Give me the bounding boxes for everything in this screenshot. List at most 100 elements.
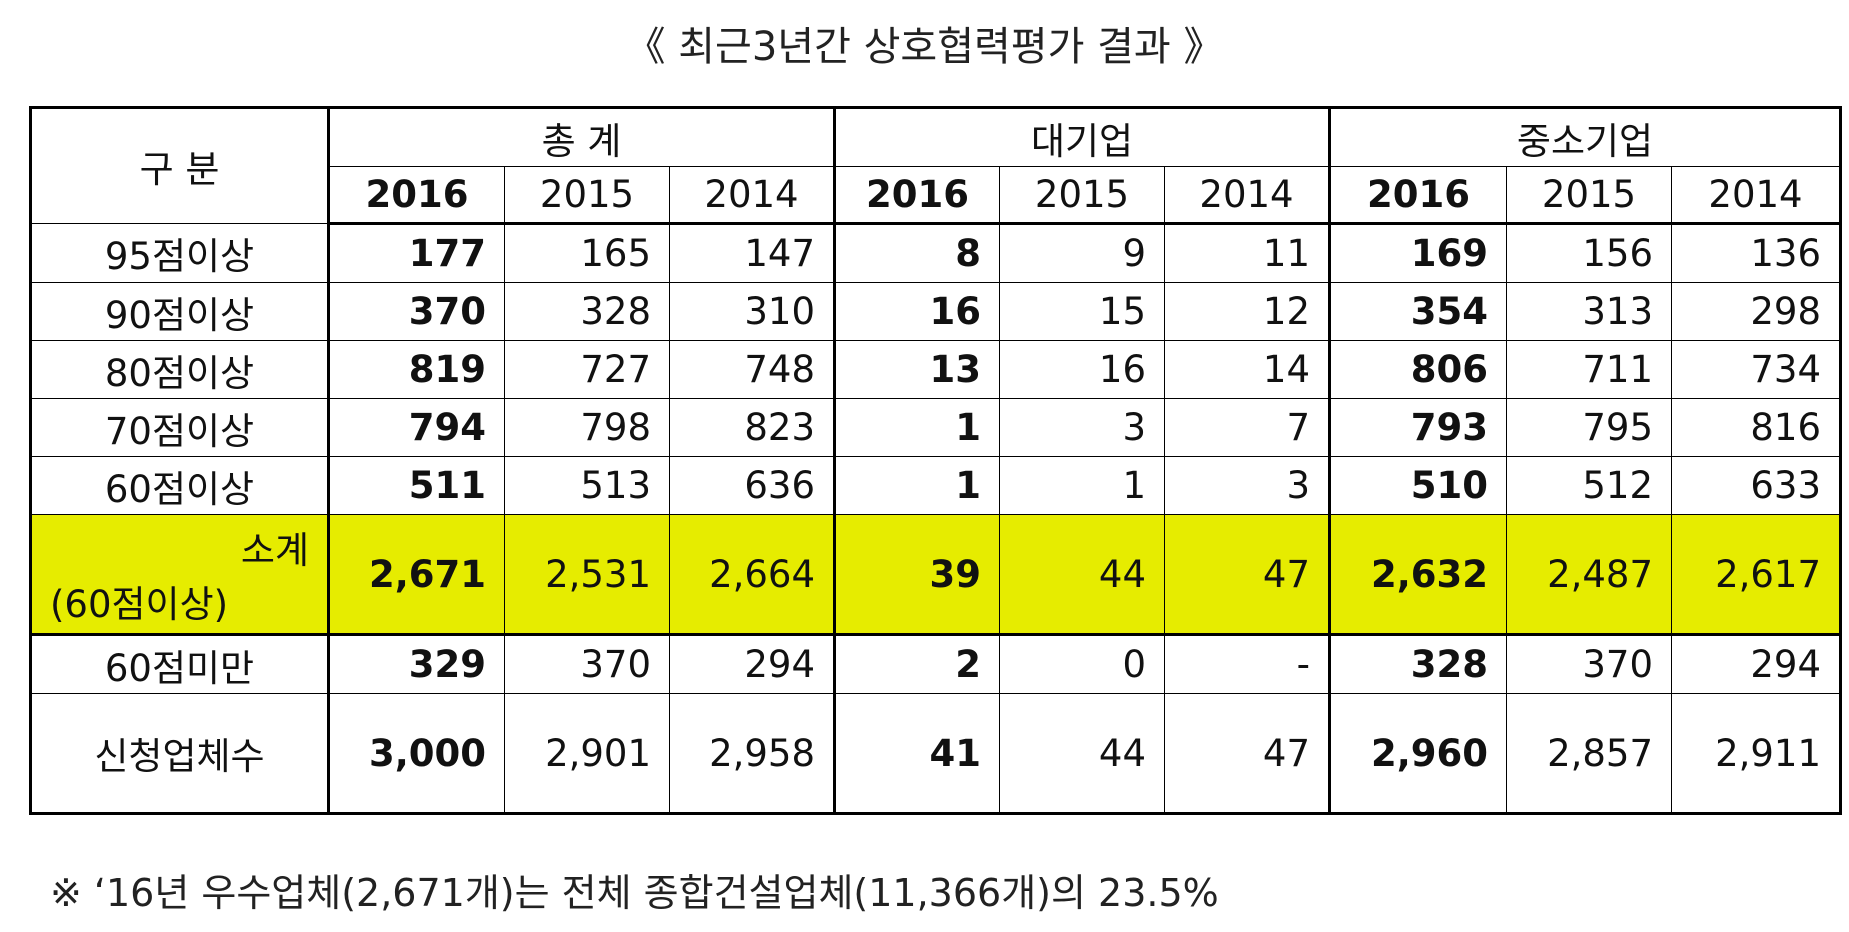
cell: 1 — [999, 456, 1165, 515]
cell: 44 — [999, 693, 1165, 814]
row-label: 70점이상 — [30, 398, 330, 457]
row-label-text: 95점이상 — [104, 235, 255, 278]
cell: 793 — [1329, 398, 1507, 457]
year-header: 2014 — [669, 166, 836, 225]
year-header: 2015 — [1506, 166, 1672, 225]
cell: 2,487 — [1506, 514, 1672, 636]
cell: 41 — [834, 693, 1000, 814]
cell: 711 — [1506, 340, 1672, 399]
cell: 328 — [504, 282, 670, 341]
cell: 2,857 — [1506, 693, 1672, 814]
year-header: 2014 — [1671, 166, 1842, 225]
cell: 39 — [834, 514, 1000, 636]
row-label-text: 80점이상 — [104, 351, 255, 395]
data-row: 70점이상 794 798 823 1 3 7 793 795 816 — [30, 398, 1842, 457]
cell: 9 — [999, 223, 1165, 283]
cell: 748 — [669, 340, 836, 399]
row-label-text: 60점이상 — [104, 467, 255, 511]
cell: 370 — [1506, 634, 1672, 694]
cell: 0 — [999, 634, 1165, 694]
cell: 816 — [1671, 398, 1842, 457]
row-label-text: 70점이상 — [104, 409, 255, 453]
data-row: 90점이상 370 328 310 16 15 12 354 313 298 — [30, 282, 1842, 341]
data-row: 95점이상 177 165 147 8 9 11 169 156 136 — [30, 223, 1842, 283]
year-header: 2015 — [504, 166, 670, 225]
cell: 806 — [1329, 340, 1507, 399]
cell: 2,617 — [1671, 514, 1842, 636]
row-label: 60점미만 — [30, 634, 330, 694]
cell: 310 — [669, 282, 836, 341]
data-row: 신청업체수 3,000 2,901 2,958 41 44 47 2,960 2,857 2,91… — [30, 693, 1842, 814]
cell: 2,664 — [669, 514, 836, 636]
row-label: 95점이상 — [30, 223, 330, 283]
year-header: 2015 — [999, 166, 1165, 225]
data-row: 80점이상 819 727 748 13 16 14 806 711 734 — [30, 340, 1842, 399]
cell: 1 — [834, 456, 1000, 515]
footnote: ※ ‘16년 우수업체(2,671개)는 전체 종합건설업체(11,366개)의… — [50, 871, 1219, 915]
cell: 294 — [669, 634, 836, 694]
cell: 16 — [999, 340, 1165, 399]
cell: 136 — [1671, 223, 1842, 283]
cell: 2,671 — [328, 514, 505, 636]
cell: 165 — [504, 223, 670, 283]
cell: 798 — [504, 398, 670, 457]
cell: 823 — [669, 398, 836, 457]
cell: 3 — [1164, 456, 1331, 515]
cell: 734 — [1671, 340, 1842, 399]
cell: 294 — [1671, 634, 1842, 694]
cell: 8 — [834, 223, 1000, 283]
cell: 16 — [834, 282, 1000, 341]
data-row: 60점이상 511 513 636 1 1 3 510 512 633 — [30, 456, 1842, 515]
cell: 510 — [1329, 456, 1507, 515]
cell: 47 — [1164, 514, 1331, 636]
cell: 2,632 — [1329, 514, 1507, 636]
cell: 354 — [1329, 282, 1507, 341]
cell: 819 — [328, 340, 505, 399]
cell: 3,000 — [328, 693, 505, 814]
cell: 12 — [1164, 282, 1331, 341]
cell: 13 — [834, 340, 1000, 399]
cell: 44 — [999, 514, 1165, 636]
cell: 7 — [1164, 398, 1331, 457]
cell: 169 — [1329, 223, 1507, 283]
row-label: 90점이상 — [30, 282, 330, 341]
cell: 512 — [1506, 456, 1672, 515]
cell: 15 — [999, 282, 1165, 341]
cell: 633 — [1671, 456, 1842, 515]
cell: 795 — [1506, 398, 1672, 457]
title: 《 최근3년간 상호협력평가 결과 》 — [625, 24, 1224, 70]
data-row: 소계 (60점이상) 2,671 2,531 2,664 39 44 47 2,632 2,487… — [30, 514, 1842, 636]
cell: 47 — [1164, 693, 1331, 814]
row-label-sub: (60점이상) — [50, 583, 229, 626]
row-label-text: 신청업체수 — [94, 735, 265, 778]
cell: 177 — [328, 223, 505, 283]
cell: 2,958 — [669, 693, 836, 814]
row-label: 60점이상 — [30, 456, 330, 515]
cell: 313 — [1506, 282, 1672, 341]
cell: 2,911 — [1671, 693, 1842, 814]
cell: 328 — [1329, 634, 1507, 694]
year-header: 2016 — [834, 166, 1000, 225]
year-row: 2016 2015 2014 2016 2015 2014 2016 2015 2014 — [31, 166, 1842, 225]
year-header: 2014 — [1164, 166, 1331, 225]
cell: 727 — [504, 340, 670, 399]
row-label: 소계 (60점이상) — [30, 514, 330, 636]
cell: 2,901 — [504, 693, 670, 814]
cell: 370 — [504, 634, 670, 694]
cell: 11 — [1164, 223, 1331, 283]
cell: 3 — [999, 398, 1165, 457]
cell: 370 — [328, 282, 505, 341]
cell: 147 — [669, 223, 836, 283]
group-header: 총 계 — [328, 107, 836, 167]
cell: 156 — [1506, 223, 1672, 283]
cell: 511 — [328, 456, 505, 515]
row-label-text: 90점이상 — [104, 293, 255, 337]
year-header: 2016 — [328, 166, 505, 225]
row-label: 80점이상 — [30, 340, 330, 399]
row-label-main: 소계 — [240, 529, 309, 572]
cell: 2 — [834, 634, 1000, 694]
corner-header: 구 분 — [30, 107, 330, 224]
